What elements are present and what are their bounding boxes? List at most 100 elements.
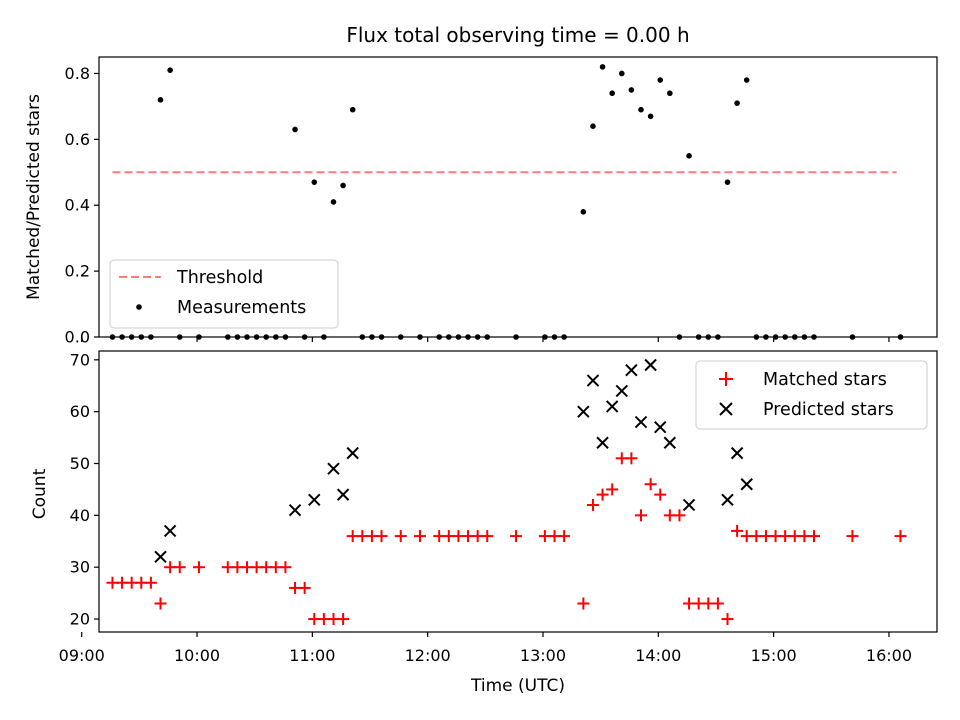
predicted-star-point [730,446,744,460]
legend-predicted-swatch [719,402,733,416]
predicted-star-point [625,363,638,377]
top-legend-box [109,259,339,329]
matched-star-point [192,561,205,574]
matched-star-point [510,530,523,543]
top-panel: Flux total observing time = 0.00 h Match… [24,23,938,347]
bottom-legend: Matched stars Predicted stars [695,360,928,430]
bottom-x-axis-label: Time (UTC) [470,676,565,696]
bottom-y-axis-label: Count [30,468,50,519]
bottom-x-tick-label: 13:00 [520,646,566,665]
matched-star-point [807,530,820,543]
bottom-x-tick-label: 12:00 [405,646,451,665]
measurement-point [599,64,606,70]
top-y-ticks: 0.0 0.2 0.4 0.6 0.8 [65,64,99,347]
top-y-tick-label: 0.8 [65,64,90,83]
matched-star-point [298,581,311,594]
bottom-x-ticks: 09:00 10:00 11:00 12:00 13:00 14:00 15:00 16:00 [59,632,912,665]
top-legend: Threshold Measurements [109,259,339,329]
matched-star-point [394,530,407,543]
legend-threshold-label: Threshold [176,268,263,288]
bottom-panel: Count Time (UTC) 20 30 40 50 60 70 09:00 10:00… [30,350,938,696]
predicted-star-point [740,478,753,491]
bottom-x-tick-label: 11:00 [289,646,335,665]
measurement-point [734,100,740,106]
predicted-star-point [154,550,167,564]
matched-star-point [413,530,426,543]
bottom-y-tick-label: 60 [70,402,90,421]
matched-star-point [894,530,907,543]
bottom-x-tick-label: 14:00 [635,646,681,665]
measurement-point [330,199,337,205]
matched-star-point [144,576,157,589]
bottom-plot-frame [98,350,938,633]
bottom-x-tick-label: 16:00 [866,646,912,665]
bottom-y-tick-label: 40 [70,506,90,525]
measurement-point [349,106,356,113]
matched-star-point [279,561,292,574]
matched-stars-points [106,452,907,626]
bottom-y-ticks: 20 30 40 50 60 70 [70,350,99,629]
matched-star-point [586,498,599,511]
bottom-y-tick-label: 50 [70,454,90,473]
matched-star-point [625,452,638,465]
measurement-point [647,113,654,120]
measurement-point [609,90,615,97]
predicted-star-point [577,405,590,418]
matched-star-point [596,488,609,501]
matched-star-point [337,613,350,626]
predicted-star-point [644,358,657,372]
measurement-point [340,182,346,189]
matched-star-point [635,509,648,522]
measurement-point [657,77,664,83]
matched-star-point [644,478,657,491]
legend-predicted-label: Predicted stars [763,400,894,420]
predicted-star-point [596,436,609,449]
matched-star-point [558,530,571,543]
matched-star-point [673,509,686,522]
top-y-axis-label: Matched/Predicted stars [24,94,44,300]
measurement-point [292,126,298,133]
chart-title: Flux total observing time = 0.00 h [346,23,689,47]
matched-star-point [731,524,744,537]
measurement-point [743,77,750,83]
predicted-star-point [586,374,600,387]
measurement-point [157,97,164,103]
legend-matched-swatch [719,372,733,386]
top-y-tick-label: 0.0 [65,328,90,347]
predicted-star-point [336,488,350,501]
bottom-y-tick-label: 20 [70,610,90,629]
top-y-tick-label: 0.6 [65,130,90,149]
measurement-point [311,179,318,185]
predicted-star-point [682,498,696,512]
predicted-star-point [663,436,677,449]
top-y-tick-label: 0.2 [65,262,90,281]
measurement-point [667,90,673,97]
measurement-point [590,123,596,129]
measurement-point [638,106,644,113]
predicted-star-point [327,462,340,475]
bottom-x-tick-label: 15:00 [751,646,797,665]
bottom-y-tick-label: 30 [70,558,90,577]
legend-measurements-swatch [136,304,142,310]
matched-star-point [154,597,167,610]
matched-star-point [481,530,494,543]
measurement-point [580,209,587,215]
predicted-star-point [721,493,734,507]
matched-star-point [721,613,734,626]
matched-star-point [846,530,859,543]
matched-star-point [711,597,724,610]
measurement-point [618,70,625,77]
predicted-star-point [605,400,619,413]
bottom-x-tick-label: 09:00 [59,646,105,665]
top-plot-frame [98,56,938,338]
top-y-tick-label: 0.4 [65,196,90,215]
predicted-star-point [634,415,648,429]
bottom-legend-box [695,360,928,430]
measurement-point [686,153,692,159]
predicted-star-point [615,384,628,398]
legend-measurements-label: Measurements [177,298,306,318]
predicted-star-point [654,421,667,434]
matched-star-point [375,530,388,543]
matched-star-point [654,488,667,501]
